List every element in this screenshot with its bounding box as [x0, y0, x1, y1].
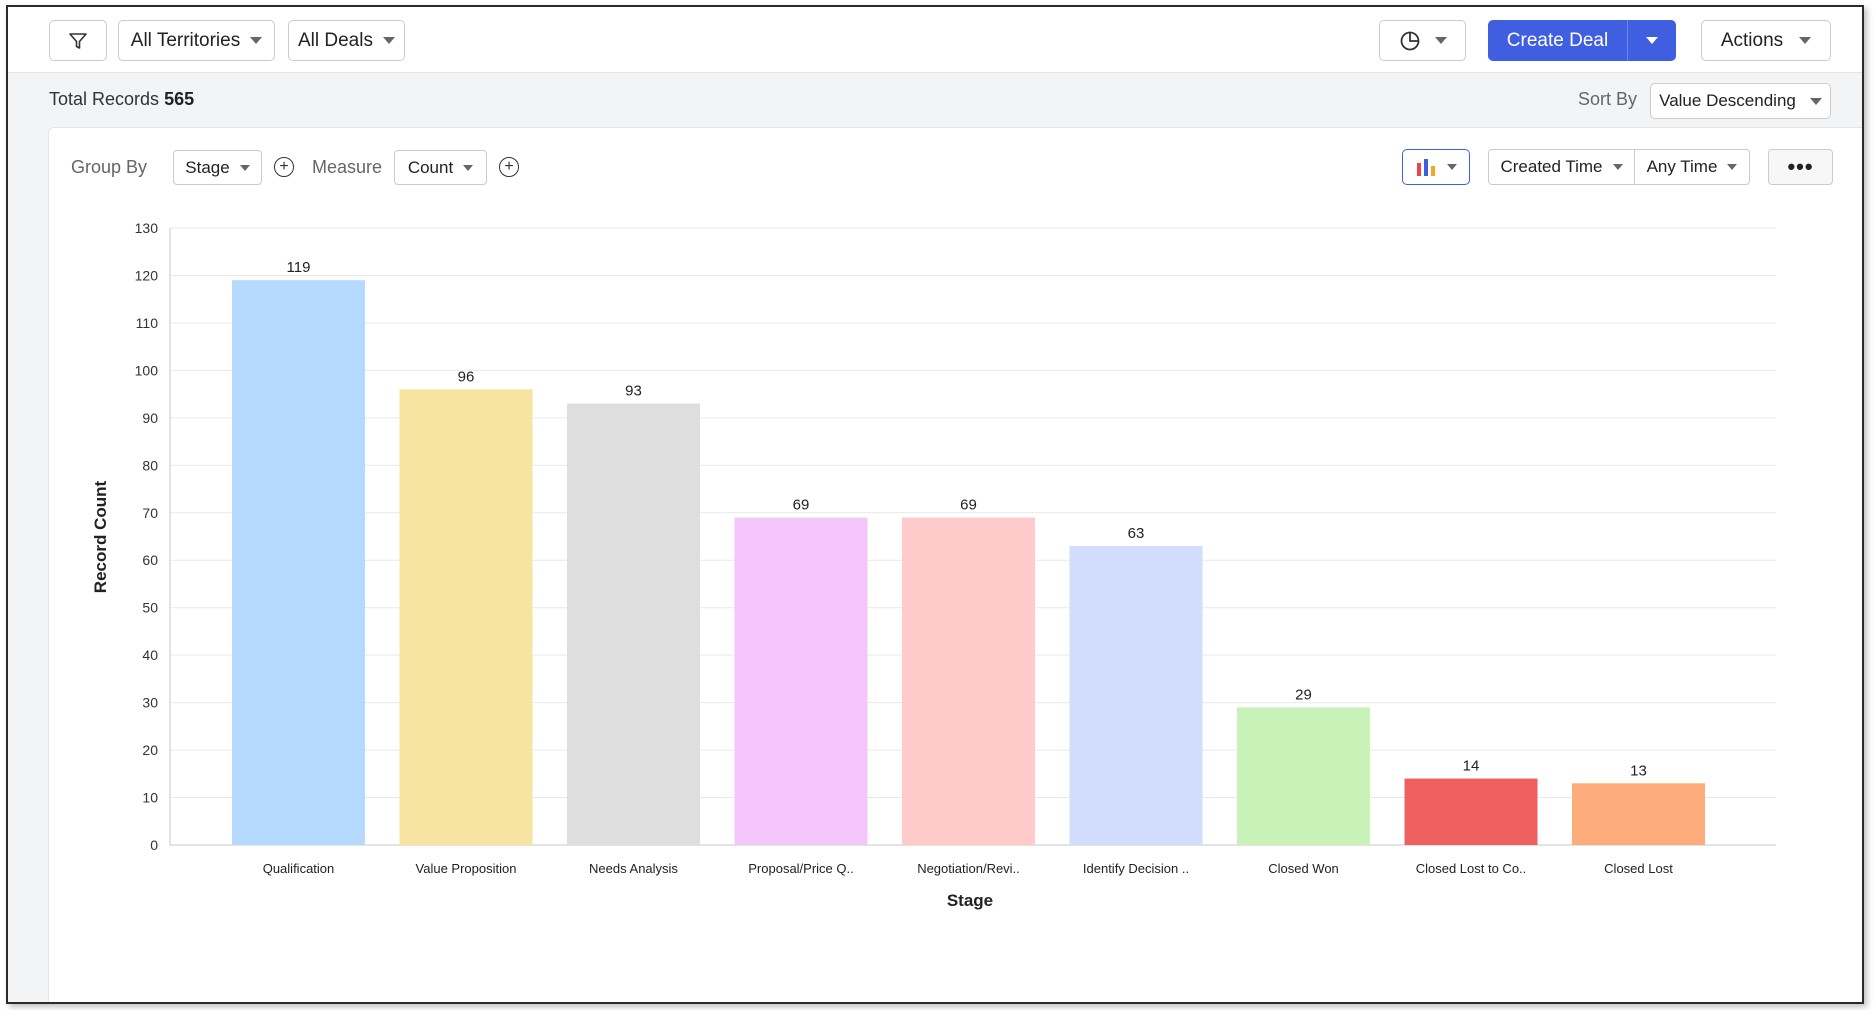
chevron-down-icon	[1646, 37, 1658, 44]
chart-value-labels: 119 96 93 69 69 63 29 14 13	[287, 259, 1647, 779]
bar[interactable]	[734, 517, 868, 845]
create-deal-button[interactable]: Create Deal	[1506, 29, 1609, 51]
y-tick-label: 40	[142, 647, 158, 663]
measure-dropdown[interactable]: Count	[394, 150, 487, 185]
total-records-label: Total Records	[49, 89, 160, 109]
chevron-down-icon	[1809, 97, 1822, 105]
app-window: All Territories All Deals Create Deal Ac…	[6, 5, 1864, 1004]
bar-value-label: 93	[625, 383, 642, 400]
bar[interactable]	[399, 389, 533, 845]
y-tick-label: 110	[136, 315, 159, 331]
y-tick-label: 120	[135, 267, 159, 283]
measure-value: Count	[407, 157, 454, 177]
time-range-dropdown[interactable]: Any Time	[1635, 150, 1749, 184]
bar[interactable]	[232, 280, 365, 845]
deals-view-label: All Deals	[298, 29, 373, 51]
y-tick-label: 70	[142, 505, 158, 521]
bar-chart: 119 96 93 69 69 63 29 14 13 0 10 20 30 40 50 60 70 80 90 1…	[91, 220, 1776, 910]
y-axis-ticks: 0 10 20 30 40 50 60 70 80 90 100 110 120 130	[135, 220, 159, 853]
y-tick-label: 50	[142, 600, 158, 616]
group-by-label: Group By	[71, 157, 148, 177]
x-tick-label: Closed Won	[1268, 861, 1339, 876]
bar[interactable]	[1069, 545, 1203, 845]
bar[interactable]	[1404, 778, 1538, 845]
chevron-down-icon	[1799, 37, 1812, 44]
y-tick-label: 20	[142, 742, 158, 758]
sort-dropdown[interactable]: Value Descending	[1650, 83, 1831, 119]
bar[interactable]	[1237, 707, 1370, 845]
group-by-value: Stage	[185, 157, 230, 177]
time-filter: Created Time Any Time	[1488, 149, 1750, 185]
x-tick-label: Identify Decision ..	[1083, 861, 1189, 876]
y-tick-label: 90	[142, 410, 158, 426]
total-records: Total Records 565	[49, 89, 194, 110]
chevron-down-icon	[1434, 37, 1447, 44]
chart-type-button[interactable]	[1402, 149, 1470, 185]
x-tick-label: Qualification	[263, 861, 335, 876]
x-tick-label: Needs Analysis	[589, 861, 678, 876]
actions-dropdown[interactable]: Actions	[1701, 20, 1831, 61]
bar-value-label: 14	[1463, 758, 1480, 775]
time-field-dropdown[interactable]: Created Time	[1489, 150, 1635, 184]
x-tick-label: Closed Lost to Co..	[1416, 861, 1527, 876]
chevron-down-icon	[382, 37, 395, 44]
x-axis-title: Stage	[947, 891, 993, 910]
chevron-down-icon	[1612, 164, 1623, 170]
chevron-down-icon	[239, 164, 250, 171]
chevron-down-icon	[250, 37, 263, 44]
deals-view-dropdown[interactable]: All Deals	[288, 20, 405, 61]
x-tick-label: Negotiation/Revi..	[917, 861, 1020, 876]
bar-value-label: 69	[793, 497, 810, 514]
sort-value: Value Descending	[1659, 91, 1796, 110]
bar-value-label: 63	[1128, 525, 1145, 542]
bar-chart-icon	[1417, 159, 1435, 176]
sort-by-label: Sort By	[1578, 89, 1638, 109]
chevron-down-icon	[463, 164, 474, 171]
view-switcher-button[interactable]	[1379, 20, 1466, 61]
chart-bars	[232, 280, 1705, 845]
chart-view-icon	[1400, 31, 1419, 50]
time-field-value: Created Time	[1500, 157, 1603, 176]
bar-value-label: 96	[458, 368, 475, 385]
bar-value-label: 13	[1630, 762, 1647, 779]
more-options-button[interactable]: •••	[1768, 149, 1833, 185]
chevron-down-icon	[1447, 164, 1457, 170]
group-by-dropdown[interactable]: Stage	[173, 150, 262, 185]
top-toolbar: All Territories All Deals Create Deal Ac…	[8, 7, 1862, 73]
filter-button[interactable]	[49, 20, 107, 61]
y-tick-label: 30	[142, 695, 158, 711]
y-tick-label: 80	[142, 457, 158, 473]
x-axis-ticks: Qualification Value Proposition Needs Anal…	[263, 861, 1673, 876]
y-tick-label: 100	[135, 362, 159, 378]
y-tick-label: 10	[142, 790, 158, 806]
actions-label: Actions	[1720, 29, 1784, 51]
y-tick-label: 0	[150, 837, 158, 853]
time-range-value: Any Time	[1646, 157, 1718, 176]
bar-value-label: 119	[287, 259, 311, 276]
y-axis-title: Record Count	[91, 480, 110, 593]
more-options-icon: •••	[1787, 154, 1814, 179]
create-deal-options-button[interactable]	[1627, 20, 1676, 61]
bar-value-label: 69	[960, 497, 977, 514]
chevron-down-icon	[1727, 164, 1738, 170]
y-tick-label: 130	[135, 220, 159, 236]
bar[interactable]	[567, 403, 700, 845]
add-group-icon[interactable]: +	[274, 157, 294, 177]
territories-label: All Territories	[130, 29, 241, 51]
add-measure-icon[interactable]: +	[499, 157, 519, 177]
bar[interactable]	[902, 517, 1035, 845]
x-tick-label: Proposal/Price Q..	[748, 861, 854, 876]
bar[interactable]	[1572, 783, 1705, 845]
x-tick-label: Value Proposition	[416, 861, 517, 876]
bar-value-label: 29	[1295, 686, 1312, 703]
total-records-value: 565	[164, 89, 195, 109]
territories-dropdown[interactable]: All Territories	[118, 20, 275, 61]
filter-icon	[69, 32, 87, 49]
x-tick-label: Closed Lost	[1604, 861, 1673, 876]
measure-label: Measure	[312, 157, 383, 177]
y-tick-label: 60	[142, 552, 158, 568]
create-deal-group: Create Deal	[1488, 20, 1676, 61]
